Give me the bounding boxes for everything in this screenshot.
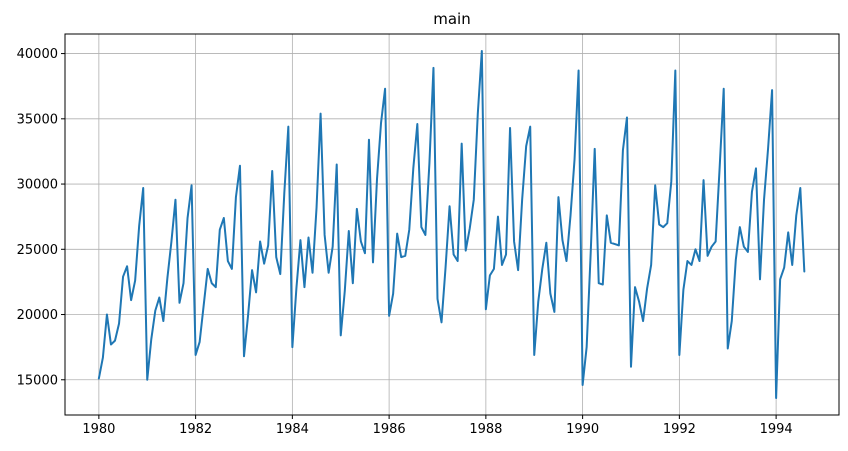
- y-tick-label: 20000: [17, 308, 58, 323]
- x-tick-label: 1986: [373, 422, 406, 437]
- series-line: [97, 49, 806, 400]
- series-layer: [97, 49, 806, 400]
- y-tick-label: 35000: [17, 112, 58, 127]
- x-tick-label: 1980: [82, 422, 115, 437]
- y-tick-label: 30000: [17, 178, 58, 193]
- y-tick-label: 25000: [17, 243, 58, 258]
- x-tick-label: 1994: [760, 422, 793, 437]
- y-tick-label: 15000: [17, 373, 58, 388]
- x-tick-label: 1988: [469, 422, 502, 437]
- x-tick-label: 1982: [179, 422, 212, 437]
- ticks: 1980 1982 1984 1986 1988 1990 1992 1994 15000 200…: [17, 47, 793, 437]
- x-tick-label: 1992: [663, 422, 696, 437]
- chart-title: main: [433, 10, 470, 28]
- x-tick-label: 1984: [276, 422, 309, 437]
- plot-frame: [64, 33, 840, 416]
- x-tick-label: 1990: [566, 422, 599, 437]
- y-tick-label: 40000: [17, 47, 58, 62]
